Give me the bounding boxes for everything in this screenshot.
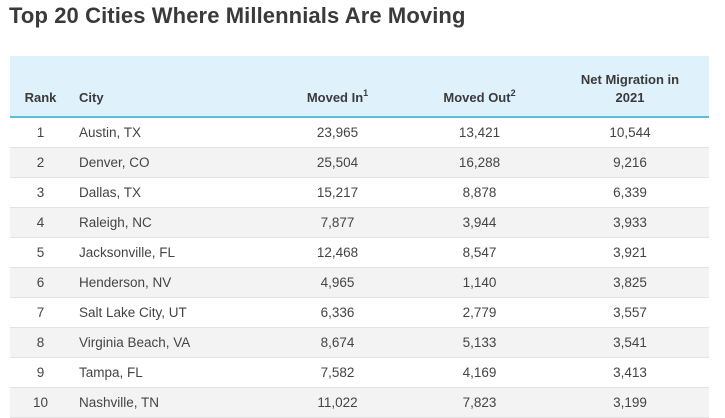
header-city: City xyxy=(71,56,267,118)
table-row: 3 Dallas, TX 15,217 8,878 6,339 xyxy=(10,177,709,208)
cell-city: Virginia Beach, VA xyxy=(71,327,267,358)
cell-moved-in: 7,582 xyxy=(267,357,408,388)
cell-moved-out: 3,944 xyxy=(408,207,551,238)
cell-moved-in: 25,504 xyxy=(267,147,408,178)
cell-rank: 8 xyxy=(10,327,71,358)
cell-moved-in: 12,468 xyxy=(267,237,408,268)
cell-rank: 9 xyxy=(10,357,71,388)
cell-net-migration: 6,339 xyxy=(551,177,709,208)
cell-moved-out: 8,878 xyxy=(408,177,551,208)
table-row: 9 Tampa, FL 7,582 4,169 3,413 xyxy=(10,357,709,388)
cell-rank: 10 xyxy=(10,387,71,418)
header-moved-out-label: Moved Out xyxy=(443,90,511,105)
cell-moved-in: 15,217 xyxy=(267,177,408,208)
header-net-line2: 2021 xyxy=(615,90,645,105)
cell-moved-out: 16,288 xyxy=(408,147,551,178)
cell-moved-out: 2,779 xyxy=(408,297,551,328)
table-row: 10 Nashville, TN 11,022 7,823 3,199 xyxy=(10,387,709,418)
header-net-migration: Net Migration in 2021 xyxy=(551,56,709,118)
cell-rank: 1 xyxy=(10,117,71,148)
cell-net-migration: 3,557 xyxy=(551,297,709,328)
table-row: 6 Henderson, NV 4,965 1,140 3,825 xyxy=(10,267,709,298)
cell-net-migration: 3,413 xyxy=(551,357,709,388)
cell-moved-out: 1,140 xyxy=(408,267,551,298)
cell-city: Dallas, TX xyxy=(71,177,267,208)
table-row: 4 Raleigh, NC 7,877 3,944 3,933 xyxy=(10,207,709,238)
table-row: 5 Jacksonville, FL 12,468 8,547 3,921 xyxy=(10,237,709,268)
table-row: 2 Denver, CO 25,504 16,288 9,216 xyxy=(10,147,709,178)
cell-net-migration: 3,199 xyxy=(551,387,709,418)
cell-city: Denver, CO xyxy=(71,147,267,178)
cell-moved-out: 13,421 xyxy=(408,117,551,148)
footnote-marker-1: 1 xyxy=(363,87,369,98)
cell-moved-in: 4,965 xyxy=(267,267,408,298)
table-row: 1 Austin, TX 23,965 13,421 10,544 xyxy=(10,117,709,148)
cell-net-migration: 3,921 xyxy=(551,237,709,268)
cell-city: Raleigh, NC xyxy=(71,207,267,238)
cell-moved-out: 4,169 xyxy=(408,357,551,388)
cell-moved-out: 7,823 xyxy=(408,387,551,418)
cell-rank: 7 xyxy=(10,297,71,328)
page-title: Top 20 Cities Where Millennials Are Movi… xyxy=(9,3,466,28)
cell-moved-in: 23,965 xyxy=(267,117,408,148)
cell-city: Salt Lake City, UT xyxy=(71,297,267,328)
cell-net-migration: 10,544 xyxy=(551,117,709,148)
cell-rank: 3 xyxy=(10,177,71,208)
cell-rank: 2 xyxy=(10,147,71,178)
header-moved-out: Moved Out2 xyxy=(408,56,551,118)
cell-city: Jacksonville, FL xyxy=(71,237,267,268)
cell-net-migration: 9,216 xyxy=(551,147,709,178)
table-row: 7 Salt Lake City, UT 6,336 2,779 3,557 xyxy=(10,297,709,328)
header-rank: Rank xyxy=(10,56,71,118)
cell-moved-in: 8,674 xyxy=(267,327,408,358)
migration-table-container: Rank City Moved In1 Moved Out2 Net Migra… xyxy=(10,56,709,418)
cell-moved-out: 8,547 xyxy=(408,237,551,268)
header-moved-in: Moved In1 xyxy=(267,56,408,118)
cell-city: Tampa, FL xyxy=(71,357,267,388)
cell-net-migration: 3,541 xyxy=(551,327,709,358)
header-row: Rank City Moved In1 Moved Out2 Net Migra… xyxy=(10,56,709,118)
cell-city: Henderson, NV xyxy=(71,267,267,298)
cell-net-migration: 3,933 xyxy=(551,207,709,238)
cell-rank: 6 xyxy=(10,267,71,298)
cell-moved-in: 6,336 xyxy=(267,297,408,328)
footnote-marker-2: 2 xyxy=(510,87,516,98)
cell-moved-in: 7,877 xyxy=(267,207,408,238)
cell-rank: 4 xyxy=(10,207,71,238)
table-header: Rank City Moved In1 Moved Out2 Net Migra… xyxy=(10,56,709,118)
cell-net-migration: 3,825 xyxy=(551,267,709,298)
cell-moved-out: 5,133 xyxy=(408,327,551,358)
header-net-line1: Net Migration in xyxy=(580,72,680,87)
migration-table: Rank City Moved In1 Moved Out2 Net Migra… xyxy=(10,56,709,418)
table-row: 8 Virginia Beach, VA 8,674 5,133 3,541 xyxy=(10,327,709,358)
cell-moved-in: 11,022 xyxy=(267,387,408,418)
header-moved-in-label: Moved In xyxy=(306,90,364,105)
cell-rank: 5 xyxy=(10,237,71,268)
cell-city: Austin, TX xyxy=(71,117,267,148)
table-body: 1 Austin, TX 23,965 13,421 10,544 2 Denver, CO… xyxy=(10,117,709,418)
cell-city: Nashville, TN xyxy=(71,387,267,418)
